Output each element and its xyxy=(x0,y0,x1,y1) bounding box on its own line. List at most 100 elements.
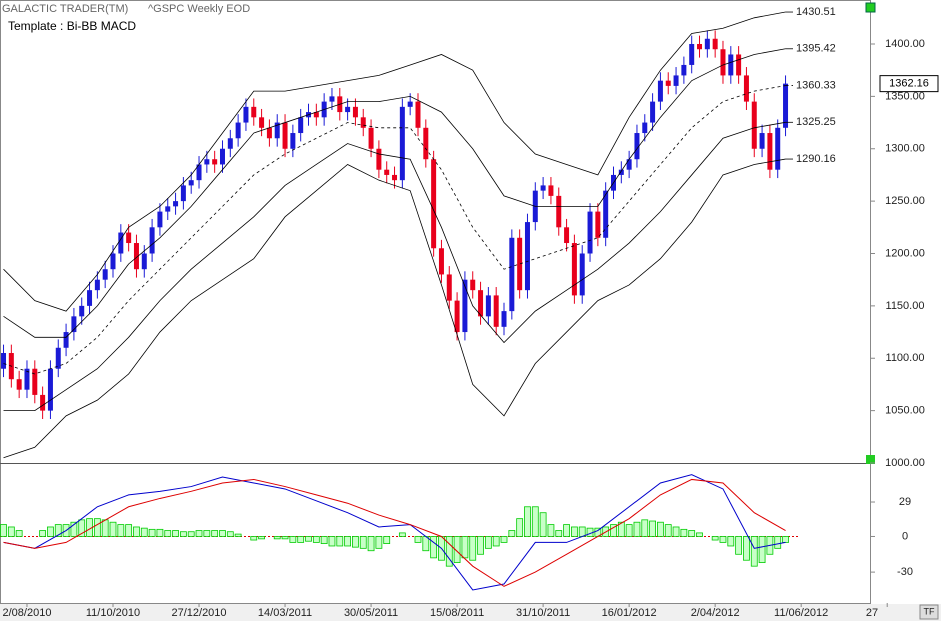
candle-body xyxy=(118,232,124,254)
histogram-bar xyxy=(172,530,179,537)
histogram-bar xyxy=(78,519,86,537)
histogram-bar xyxy=(578,526,586,537)
candle-body xyxy=(775,127,781,170)
histogram-bar xyxy=(719,536,727,543)
histogram-bar xyxy=(93,518,101,537)
histogram-bar xyxy=(617,521,625,537)
histogram-bar xyxy=(711,536,719,541)
candle-body xyxy=(1,353,7,369)
app-title: GALACTIC TRADER(TM) xyxy=(2,3,128,15)
candle-body xyxy=(587,211,593,254)
band-line xyxy=(3,48,786,338)
candle-body xyxy=(618,169,624,175)
candle-body xyxy=(548,185,554,196)
candle-body xyxy=(399,106,405,181)
histogram-bar xyxy=(0,524,7,537)
candle-body xyxy=(259,117,265,128)
histogram-bar xyxy=(133,526,140,537)
candle-body xyxy=(697,43,703,50)
candle-body xyxy=(517,237,523,291)
symbol: ^GSPC Weekly EOD xyxy=(148,3,250,15)
candle-body xyxy=(219,148,225,165)
histogram-bar xyxy=(312,536,320,543)
candle-body xyxy=(423,127,429,160)
candle-body xyxy=(626,159,632,170)
histogram-bar xyxy=(211,530,219,537)
histogram-bar xyxy=(7,526,15,537)
candle-body xyxy=(227,138,233,149)
histogram-bar xyxy=(735,536,743,555)
candle-body xyxy=(579,253,585,296)
candle-body xyxy=(509,237,515,312)
candle-body xyxy=(783,83,789,128)
candle-body xyxy=(485,295,491,317)
y-tick-label: 1300.00 xyxy=(885,143,925,155)
macd-line xyxy=(3,474,786,591)
histogram-bar xyxy=(680,528,688,537)
x-tick-label: 27/12/2010 xyxy=(171,607,226,619)
histogram-bar xyxy=(774,536,782,549)
panel xyxy=(0,474,789,591)
x-tick-label: 11/06/2012 xyxy=(774,607,828,619)
candle-body xyxy=(751,101,757,149)
candle-body xyxy=(126,232,132,244)
histogram-bar xyxy=(414,536,422,543)
candle-body xyxy=(415,101,421,128)
candle-body xyxy=(571,243,577,296)
histogram-bar xyxy=(430,536,438,559)
histogram-bar xyxy=(664,524,672,537)
histogram-bar xyxy=(47,526,54,537)
candle-body xyxy=(235,122,241,139)
candle-body xyxy=(454,300,460,333)
y-tick-label: 0 xyxy=(902,530,908,542)
histogram-bar xyxy=(15,530,23,537)
histogram-bar xyxy=(70,521,78,537)
histogram-bar xyxy=(398,532,406,537)
candle-body xyxy=(212,159,218,165)
histogram-bar xyxy=(336,536,344,547)
candle-body xyxy=(376,148,382,170)
y-tick-label: 1000.00 xyxy=(885,457,925,469)
candle-body xyxy=(94,279,100,291)
histogram-bar xyxy=(531,506,539,537)
toggle-button[interactable] xyxy=(865,2,876,13)
histogram-bar xyxy=(524,506,531,537)
candle-body xyxy=(564,227,570,244)
histogram-bar xyxy=(258,536,265,540)
histogram-bar xyxy=(140,527,148,537)
candle-body xyxy=(478,290,484,317)
histogram-bar xyxy=(344,536,352,547)
candle-body xyxy=(243,106,249,123)
candle-body xyxy=(642,122,648,134)
x-tick-label: 14/03/2011 xyxy=(258,607,312,619)
candle-body xyxy=(704,38,710,50)
candle-body xyxy=(345,106,351,113)
tf-label[interactable]: TF xyxy=(924,606,935,616)
candle-body xyxy=(524,222,530,291)
histogram-bar xyxy=(547,524,555,537)
candle-body xyxy=(407,101,413,107)
y-tick-label: 1100.00 xyxy=(886,352,925,364)
histogram-bar xyxy=(54,524,62,537)
candle-body xyxy=(728,54,734,76)
histogram-bar xyxy=(109,521,117,537)
histogram-bar xyxy=(539,512,547,537)
tf-button[interactable] xyxy=(919,604,939,620)
candle-body xyxy=(329,96,335,102)
candle-body xyxy=(157,211,163,228)
candle-body xyxy=(431,159,437,249)
x-tick-label: 31/10/2011 xyxy=(516,607,570,619)
resize-handle[interactable] xyxy=(866,455,875,464)
histogram-bar xyxy=(250,536,258,541)
candle-body xyxy=(110,253,116,270)
histogram-bar xyxy=(453,536,461,564)
histogram-bar xyxy=(187,531,195,537)
histogram-bar xyxy=(234,533,242,537)
candle-body xyxy=(188,180,194,186)
histogram-bar xyxy=(117,524,125,537)
histogram-bar xyxy=(39,530,47,537)
candle-body xyxy=(438,248,444,275)
histogram-bar xyxy=(555,530,563,537)
histogram-bar xyxy=(359,536,367,549)
histogram-bar xyxy=(226,531,234,537)
